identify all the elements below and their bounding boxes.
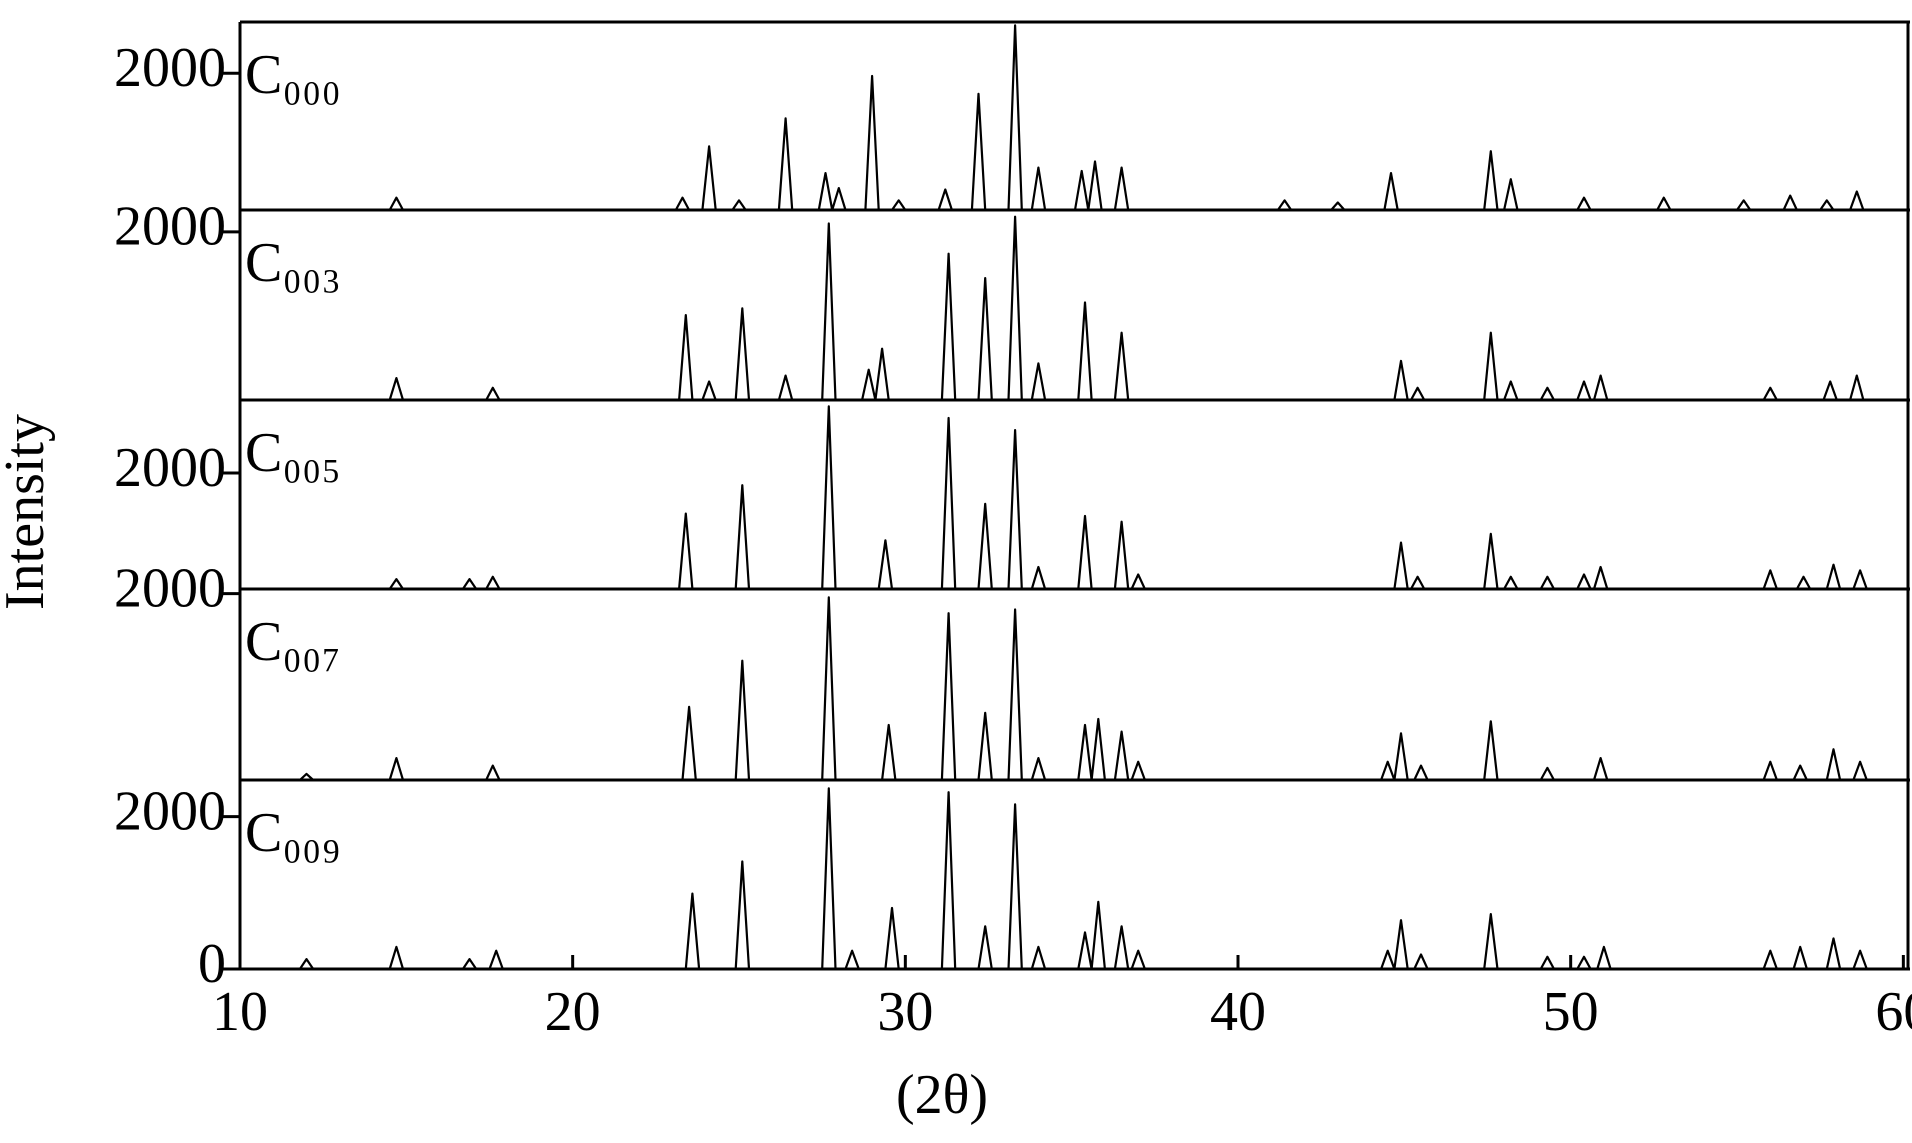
- sample-label: C₀₀₀: [245, 44, 341, 106]
- x-tick-label: 60: [1875, 981, 1912, 1043]
- y-tick-label: 2000: [114, 37, 226, 99]
- y-tick-label: 2000: [114, 437, 226, 499]
- x-tick-label: 40: [1210, 981, 1266, 1043]
- y-axis-label: Intensity: [0, 414, 56, 610]
- x-axis-label: (2θ): [896, 1064, 988, 1126]
- xrd-pattern: [273, 596, 1910, 782]
- x-tick-label: 20: [545, 981, 601, 1043]
- sample-label: C₀₀₉: [245, 802, 341, 864]
- x-tick-label: 50: [1543, 981, 1599, 1043]
- sample-label: C₀₀₇: [245, 611, 341, 673]
- xrd-pattern: [240, 787, 1910, 971]
- x-tick-label: 10: [212, 981, 268, 1043]
- y-tick-label: 2000: [114, 780, 226, 842]
- y-tick-label: 2000: [114, 558, 226, 620]
- y-tick-label: 0: [198, 933, 226, 995]
- xrd-pattern: [240, 24, 1910, 212]
- sample-label: C₀₀₅: [245, 422, 341, 484]
- x-tick-label: 30: [877, 981, 933, 1043]
- xrd-pattern: [273, 215, 1910, 402]
- sample-label: C₀₀₃: [245, 232, 341, 294]
- y-tick-label: 2000: [114, 196, 226, 258]
- xrd-pattern: [279, 405, 1910, 591]
